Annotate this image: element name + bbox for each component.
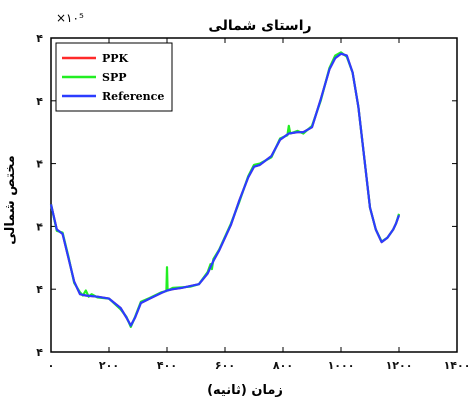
- x-tick-label: ۲۰۰: [99, 359, 119, 372]
- series-line-reference: [49, 52, 401, 327]
- chart-title: راستای شمالی: [208, 18, 311, 34]
- x-tick-label: ۱۲۰۰: [386, 359, 413, 372]
- y-tick-label: ۴: [36, 346, 43, 359]
- x-tick-label: ۱۴۰۰: [444, 359, 468, 372]
- x-tick-label: ۶۰۰: [215, 359, 235, 372]
- legend-label-ppk: PPK: [102, 52, 129, 65]
- legend: PPK SPP Reference: [55, 42, 173, 112]
- y-tick-label: ۴: [36, 220, 43, 233]
- x-tick-label: ۴۰۰: [157, 359, 177, 372]
- y-axis-label: مختص شمالی: [3, 155, 18, 244]
- y-tick-label: ۴: [36, 95, 43, 108]
- x-tick-label: ۰: [48, 359, 55, 372]
- y-tick-label: ۴: [36, 283, 43, 296]
- legend-label-reference: Reference: [102, 90, 164, 103]
- x-tick-label: ۸۰۰: [273, 359, 293, 372]
- series-lines: [49, 51, 401, 328]
- y-tick-label: ۴: [36, 32, 43, 45]
- legend-label-spp: SPP: [102, 71, 127, 84]
- axis-ticks: ۰ ۲۰۰ ۴۰۰ ۶۰۰ ۸۰۰ ۱۰۰۰ ۱۲۰۰ ۱۴۰۰ ۴ ۴ ۴ ۴ ۴ ۴: [36, 32, 468, 372]
- x-axis-label: زمان (ثانیه): [207, 383, 283, 398]
- y-tick-label: ۴: [36, 158, 43, 171]
- y-exponent-label: ×۱۰⁵: [56, 11, 84, 25]
- x-tick-label: ۱۰۰۰: [328, 359, 355, 372]
